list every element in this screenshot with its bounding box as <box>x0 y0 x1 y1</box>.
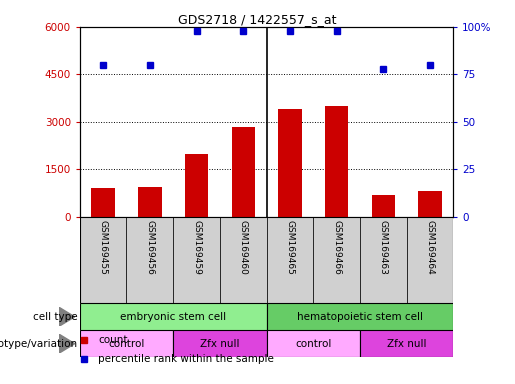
Text: GSM169455: GSM169455 <box>99 220 108 275</box>
Bar <box>185 154 208 217</box>
Text: genotype/variation: genotype/variation <box>0 339 77 349</box>
Bar <box>267 217 313 303</box>
Bar <box>267 330 360 357</box>
Text: percentile rank within the sample: percentile rank within the sample <box>98 354 274 364</box>
Bar <box>173 217 220 303</box>
Bar <box>360 330 453 357</box>
Text: Zfx null: Zfx null <box>200 339 239 349</box>
Text: GSM169466: GSM169466 <box>332 220 341 275</box>
Text: control: control <box>108 339 145 349</box>
Bar <box>325 106 348 217</box>
Text: GSM169464: GSM169464 <box>425 220 434 274</box>
Bar <box>80 217 127 303</box>
Bar <box>406 217 453 303</box>
Bar <box>360 217 406 303</box>
Bar <box>418 191 441 217</box>
Text: count: count <box>98 335 128 345</box>
Bar <box>92 189 115 217</box>
Text: control: control <box>295 339 331 349</box>
Bar <box>173 330 267 357</box>
Bar <box>138 187 162 217</box>
Polygon shape <box>59 307 75 326</box>
Bar <box>313 217 360 303</box>
Bar <box>80 330 173 357</box>
Bar <box>371 195 395 217</box>
Polygon shape <box>59 334 75 353</box>
Text: GSM169463: GSM169463 <box>379 220 388 275</box>
Bar <box>80 303 267 330</box>
Text: GSM169465: GSM169465 <box>285 220 295 275</box>
Bar <box>267 303 453 330</box>
Text: GSM169456: GSM169456 <box>145 220 154 275</box>
Bar <box>278 109 301 217</box>
Text: cell type: cell type <box>32 312 77 322</box>
Bar <box>220 217 267 303</box>
Text: GSM169459: GSM169459 <box>192 220 201 275</box>
Text: GSM169460: GSM169460 <box>238 220 248 275</box>
Text: embryonic stem cell: embryonic stem cell <box>120 312 226 322</box>
Text: GDS2718 / 1422557_s_at: GDS2718 / 1422557_s_at <box>178 13 337 26</box>
Bar <box>127 217 173 303</box>
Bar <box>232 127 255 217</box>
Text: Zfx null: Zfx null <box>387 339 426 349</box>
Text: hematopoietic stem cell: hematopoietic stem cell <box>297 312 423 322</box>
